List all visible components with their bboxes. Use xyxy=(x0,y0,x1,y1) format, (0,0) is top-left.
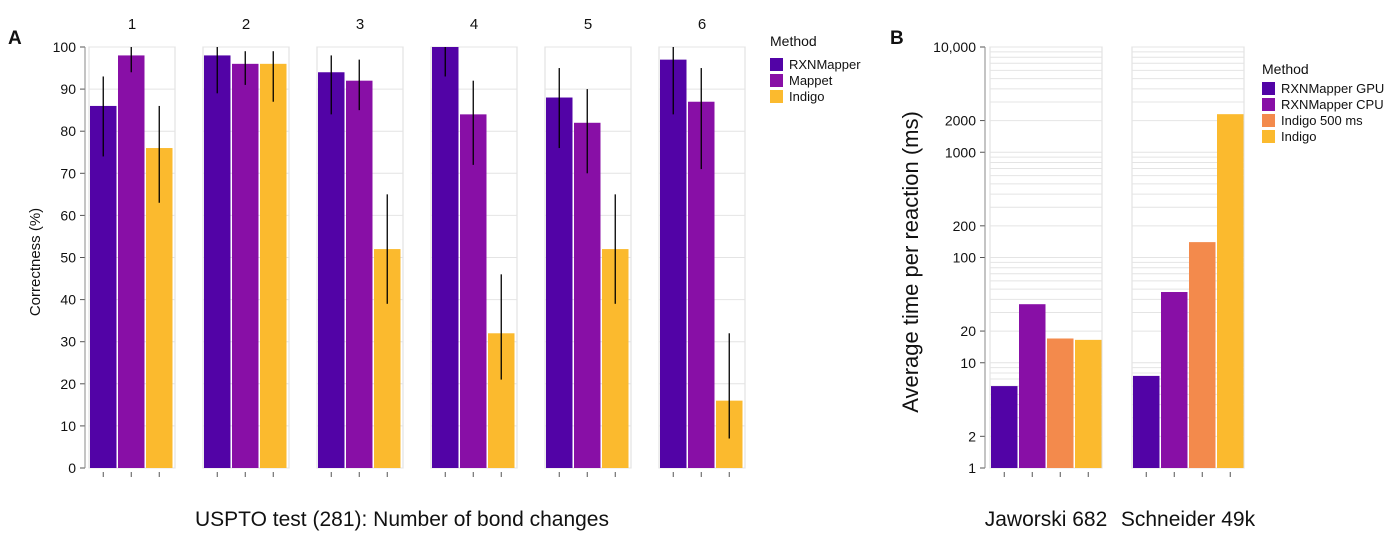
panel-a-bar xyxy=(118,55,145,469)
panel-a-legend-label: RXNMapper xyxy=(789,57,861,72)
panel-b-bar xyxy=(1019,304,1046,468)
panel-a-y-tick-label: 70 xyxy=(60,165,76,181)
panel-a-legend-swatch xyxy=(770,90,783,103)
panel-b-legend-label: Indigo 500 ms xyxy=(1281,113,1363,128)
panel-a-facet-title: 1 xyxy=(128,16,136,33)
panel-a-y-tick-label: 90 xyxy=(60,81,76,97)
panel-a-y-axis-title: Correctness (%) xyxy=(27,208,44,316)
panel-a-legend-swatch xyxy=(770,74,783,87)
panel-a-legend-title: Method xyxy=(770,33,817,49)
panel-b-legend-swatch xyxy=(1262,98,1275,111)
panel-a-facet-title: 5 xyxy=(584,16,592,33)
panel-b-facet-label: Jaworski 682 xyxy=(985,508,1108,531)
panel-a-bar xyxy=(460,114,487,469)
panel-b-y-tick-label: 200 xyxy=(953,218,977,234)
panel-b-bar xyxy=(1217,114,1244,468)
panel-b-y-tick-label: 20 xyxy=(960,323,976,339)
panel-a-legend-label: Indigo xyxy=(789,89,824,104)
panel-a-y-tick-label: 80 xyxy=(60,123,76,139)
panel-b-bar xyxy=(991,386,1018,468)
panel-a-y-tick-label: 100 xyxy=(53,39,77,55)
panel-b-bar xyxy=(1047,338,1074,468)
panel-a-legend-swatch xyxy=(770,58,783,71)
panel-b-legend-label: RXNMapper GPU xyxy=(1281,81,1384,96)
panel-b-y-tick-label: 10,000 xyxy=(933,39,976,55)
panel-b-bar xyxy=(1075,339,1102,468)
panel-b-letter: B xyxy=(890,28,904,49)
panel-b-legend-title: Method xyxy=(1262,61,1309,77)
panel-a-facet-title: 3 xyxy=(356,16,364,33)
panel-a-chart: 0 10 20 30 40 50 60 70 80 90 100 1 2 3 4 5 6 Method RXNMap… xyxy=(53,16,861,477)
panel-a-facet-title: 2 xyxy=(242,16,250,33)
panel-a-bar xyxy=(346,80,373,469)
panel-a-bar xyxy=(232,63,259,469)
panel-a-bar xyxy=(318,72,345,468)
panel-a-letter: A xyxy=(8,28,22,49)
panel-b-y-tick-label: 2000 xyxy=(945,113,976,129)
panel-b-y-tick-label: 100 xyxy=(953,250,977,266)
panel-b-bar xyxy=(1161,292,1188,468)
panel-a-y-tick-label: 10 xyxy=(60,418,76,434)
panel-a-y-tick-label: 20 xyxy=(60,376,76,392)
panel-a-bar xyxy=(574,122,601,468)
panel-a-facet-title: 4 xyxy=(470,16,478,33)
panel-a-bar xyxy=(546,97,573,469)
panel-b-bar xyxy=(1189,242,1216,468)
panel-b-facet-label: Schneider 49k xyxy=(1121,508,1256,531)
panel-a-x-axis-title: USPTO test (281): Number of bond changes xyxy=(195,508,609,531)
panel-b-legend-swatch xyxy=(1262,82,1275,95)
panel-a-y-tick-label: 50 xyxy=(60,250,76,266)
panel-a-facet-title: 6 xyxy=(698,16,706,33)
panel-b-y-tick-label: 1000 xyxy=(945,144,976,160)
panel-a-bar xyxy=(432,47,459,468)
panel-b-legend-swatch xyxy=(1262,130,1275,143)
panel-a-bar xyxy=(204,55,231,469)
panel-b-legend-label: Indigo xyxy=(1281,129,1316,144)
panel-a-y-tick-label: 0 xyxy=(68,460,76,476)
panel-a-bar xyxy=(660,59,687,468)
panel-a-y-tick-label: 30 xyxy=(60,334,76,350)
panel-a-bar xyxy=(90,105,117,468)
panel-a-y-tick-label: 60 xyxy=(60,207,76,223)
panel-b-legend-swatch xyxy=(1262,114,1275,127)
panel-b-y-tick-label: 1 xyxy=(968,460,976,476)
panel-b-y-axis-title: Average time per reaction (ms) xyxy=(898,111,923,413)
panel-b-legend-label: RXNMapper CPU xyxy=(1281,97,1384,112)
panel-b-y-tick-label: 2 xyxy=(968,428,976,444)
panel-b-bar xyxy=(1133,375,1160,468)
panel-b-chart: 1 2 10 20 100 200 1000 2000 10,000 Jaworski 682 Sc… xyxy=(933,39,1384,531)
panel-a-legend-label: Mappet xyxy=(789,73,833,88)
panel-a-bar xyxy=(260,63,287,469)
panel-b-y-tick-label: 10 xyxy=(960,355,976,371)
panel-a-y-tick-label: 40 xyxy=(60,292,76,308)
